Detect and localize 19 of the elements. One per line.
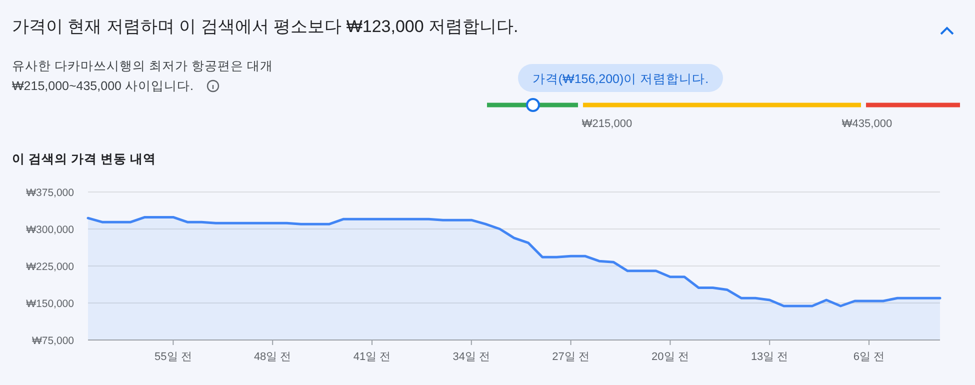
x-tick-label: 55일 전	[154, 351, 192, 363]
y-tick-label: ₩300,000	[26, 224, 74, 236]
text: 가격(₩156,200)이 저렴합니다.	[532, 72, 709, 86]
text: ₩215,000	[582, 118, 632, 130]
x-tick-label: 48일 전	[254, 351, 292, 363]
x-tick-label: 34일 전	[452, 351, 490, 363]
y-tick-label: ₩225,000	[26, 261, 74, 273]
text: 가격이 현재 저렴하며 이 검색에서 평소보다 ₩123,000 저렴합니다.	[12, 17, 518, 36]
x-tick-label: 6일 전	[853, 351, 885, 363]
x-tick-label: 13일 전	[750, 351, 788, 363]
x-tick-label: 20일 전	[652, 351, 689, 363]
y-tick-label: ₩375,000	[26, 187, 74, 199]
text: 유사한 다카마쓰시행의 최저가 항공편은 대개 ₩215,000~435,000 사이입니다.	[12, 59, 273, 93]
chart-title: 이 검색의 가격 변동 내역	[12, 152, 156, 166]
text: ₩435,000	[842, 118, 892, 130]
y-tick-label: ₩75,000	[32, 335, 74, 347]
y-tick-label: ₩150,000	[26, 298, 74, 310]
x-tick-label: 27일 전	[552, 351, 590, 363]
x-tick-label: 41일 전	[353, 351, 391, 363]
